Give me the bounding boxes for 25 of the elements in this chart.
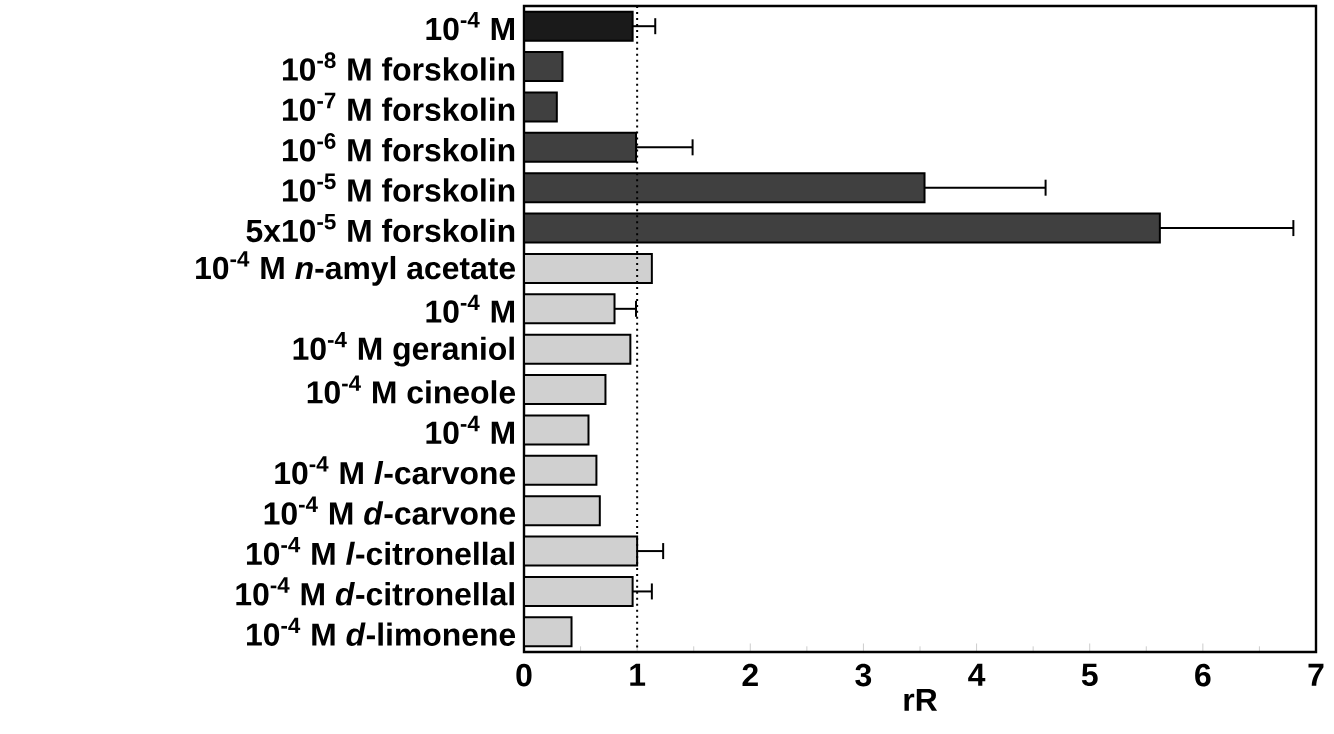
y-tick-label: 10$^{-7}$ M forskolin xyxy=(282,92,515,122)
x-tick-label: 3 xyxy=(855,663,872,687)
y-tick-label: 5x10$^{-5}$ M forskolin xyxy=(246,214,515,243)
x-axis-title: rR xyxy=(904,688,938,711)
x-tick-label: 0 xyxy=(516,663,532,687)
y-tick-label: 10$^{-4}$ M cineole xyxy=(307,375,516,404)
y-tick-label: 10$^{-4}$ M n-amyl acetate xyxy=(196,251,515,286)
y-tick-label: 10$^{-4}$ M d-limonene xyxy=(247,617,516,646)
y-tick-label: 10$^{-4}$ M geraniol xyxy=(293,331,514,367)
y-tick-label: 10$^{-4}$ M xyxy=(426,415,515,445)
y-tick-label: 10$^{-5}$ M forskolin xyxy=(282,173,515,202)
x-tick-label: 2 xyxy=(742,663,758,687)
x-tick-label: 5 xyxy=(1081,663,1098,687)
y-tick-label: 10$^{-8}$ M forskolin xyxy=(282,52,515,81)
y-tick-label: 10$^{-4}$ M l-citronellal xyxy=(246,537,514,566)
y-tick-label: 10$^{-4}$ M d-citronellal xyxy=(236,577,514,606)
y-tick-label: 10$^{-4}$ M l-carvone xyxy=(275,456,516,485)
x-tick-label: 6 xyxy=(1195,663,1211,687)
y-tick-label: 10$^{-6}$ M forskolin xyxy=(282,133,515,162)
x-tick-label: 7 xyxy=(1308,663,1324,686)
y-tick-label: 10$^{-4}$ M xyxy=(426,12,515,41)
x-tick-label: 1 xyxy=(630,663,646,686)
y-tick-label: 10$^{-4}$ M xyxy=(426,294,515,323)
y-tick-label: 10$^{-4}$ M d-carvone xyxy=(264,496,516,525)
x-tick-label: 4 xyxy=(968,663,986,686)
